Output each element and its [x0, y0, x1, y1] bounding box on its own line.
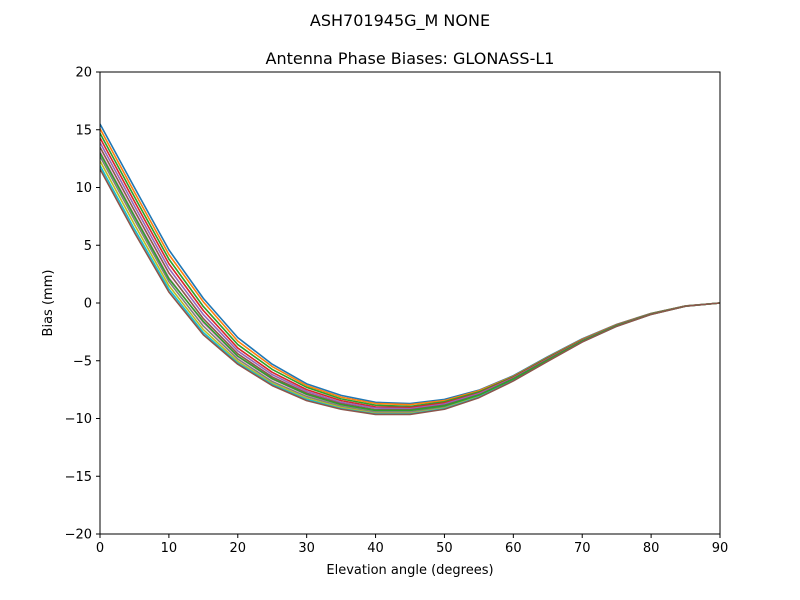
x-tick-label: 0	[96, 541, 104, 556]
x-tick-label: 80	[643, 541, 660, 556]
y-tick-label: 20	[75, 66, 92, 81]
x-tick-label: 70	[574, 541, 591, 556]
series-layer	[100, 123, 720, 416]
y-tick-label: −5	[73, 354, 92, 369]
series-line-12	[100, 168, 720, 416]
x-axis: 0 10 20 30 40 50 60 70 80 90	[96, 534, 728, 556]
y-tick-label: −10	[65, 412, 92, 427]
x-tick-label: 30	[298, 541, 315, 556]
y-tick-label: 0	[84, 297, 92, 312]
x-tick-label: 60	[505, 541, 522, 556]
x-axis-label: Elevation angle (degrees)	[326, 563, 493, 578]
x-tick-label: 40	[367, 541, 384, 556]
y-axis-label: Bias (mm)	[41, 270, 56, 337]
x-tick-label: 90	[712, 541, 729, 556]
y-tick-label: 5	[84, 239, 92, 254]
x-tick-label: 10	[161, 541, 178, 556]
y-tick-label: −20	[65, 528, 92, 543]
y-tick-label: 15	[75, 123, 92, 138]
chart-title: Antenna Phase Biases: GLONASS-L1	[266, 49, 555, 68]
x-tick-label: 20	[230, 541, 247, 556]
figure-suptitle: ASH701945G_M NONE	[310, 11, 490, 31]
x-tick-label: 50	[436, 541, 453, 556]
y-tick-label: 10	[75, 181, 92, 196]
y-tick-label: −15	[65, 470, 92, 485]
y-axis: −20 −15 −10 −5 0 5 10 15 20	[65, 66, 100, 543]
